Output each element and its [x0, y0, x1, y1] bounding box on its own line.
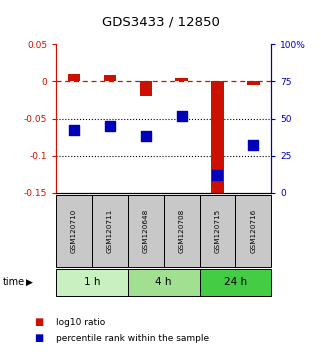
Point — [72, 128, 77, 133]
Text: GSM120716: GSM120716 — [250, 209, 256, 253]
Text: GSM120711: GSM120711 — [107, 209, 113, 253]
Bar — [128, 195, 164, 267]
Bar — [200, 195, 235, 267]
Text: log10 ratio: log10 ratio — [56, 318, 105, 327]
Text: ■: ■ — [34, 333, 43, 343]
Text: percentile rank within the sample: percentile rank within the sample — [56, 333, 209, 343]
Bar — [92, 195, 128, 267]
Bar — [140, 81, 152, 96]
Point — [251, 143, 256, 148]
Text: GSM120715: GSM120715 — [214, 209, 221, 253]
Text: time: time — [3, 277, 25, 287]
Text: GSM120708: GSM120708 — [178, 209, 185, 253]
Bar — [68, 74, 80, 81]
Bar — [164, 195, 200, 267]
Text: GDS3433 / 12850: GDS3433 / 12850 — [101, 16, 220, 29]
Text: ■: ■ — [34, 317, 43, 327]
Bar — [56, 195, 92, 267]
Text: 24 h: 24 h — [224, 277, 247, 287]
Text: 1 h: 1 h — [84, 277, 100, 287]
Text: GSM120648: GSM120648 — [143, 209, 149, 253]
Point — [107, 123, 112, 129]
Text: ▶: ▶ — [26, 278, 33, 287]
Bar — [175, 78, 188, 81]
Bar — [235, 195, 271, 267]
Point — [179, 113, 184, 119]
Bar — [200, 269, 271, 296]
Bar — [56, 269, 128, 296]
Text: GSM120710: GSM120710 — [71, 209, 77, 253]
Point — [143, 133, 148, 139]
Point — [215, 172, 220, 178]
Bar — [128, 269, 200, 296]
Bar — [211, 81, 224, 197]
Bar — [247, 81, 260, 85]
Text: 4 h: 4 h — [155, 277, 172, 287]
Bar — [104, 75, 116, 81]
